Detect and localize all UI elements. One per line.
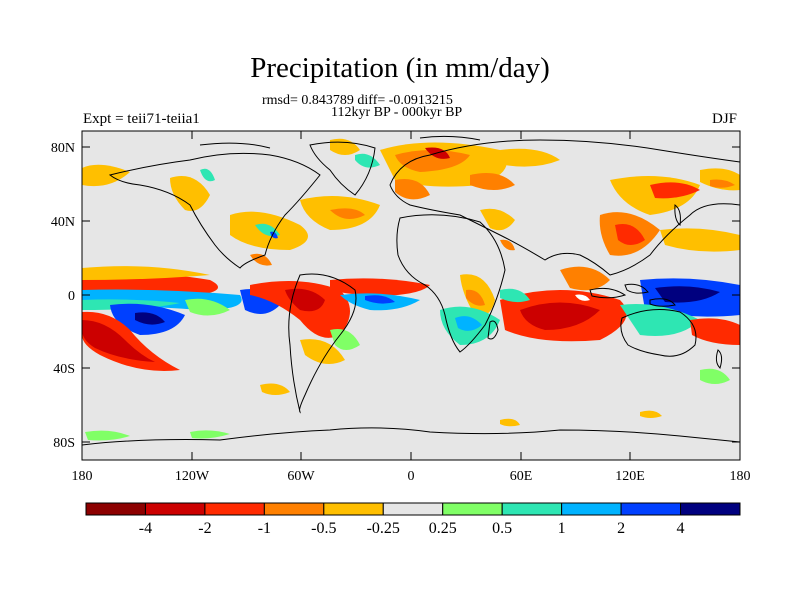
lat-label-40s: 40S	[53, 362, 75, 377]
anomaly-patch	[640, 410, 662, 418]
lon-labels: 180 120W 60W 0 60E 120E 180	[72, 469, 751, 484]
colorbar-swatch	[263, 502, 325, 516]
lat-label-80s: 80S	[53, 436, 75, 451]
colorbar-label: 2	[617, 520, 625, 537]
coastline-eurasia	[389, 139, 740, 276]
anomaly-patch	[260, 383, 290, 395]
anomaly-patch	[82, 320, 155, 362]
coastlines	[82, 135, 740, 446]
colorbar-swatch	[442, 502, 503, 516]
coastline-africa	[396, 214, 506, 353]
coastline-arctic-islands	[199, 135, 481, 149]
colorbar: -4 -2 -1 -0.5 -0.25 0.25 0.5 1 2 4	[85, 502, 741, 537]
anomaly-patch	[480, 208, 515, 231]
anomaly-patch	[170, 176, 210, 211]
lon-label-120e: 120E	[615, 469, 645, 484]
anomaly-patch	[470, 172, 515, 190]
anomaly-patch	[650, 182, 700, 199]
lon-label-60w: 60W	[287, 469, 315, 484]
anomaly-patch	[355, 153, 380, 168]
stats-line: rmsd= 0.843789 diff= -0.0913215	[262, 93, 453, 108]
anomaly-patch	[185, 298, 230, 316]
colorbar-label: -2	[198, 520, 211, 537]
colorbar-label: 0.5	[492, 520, 512, 537]
anomaly-patch	[330, 208, 365, 219]
anomaly-patch	[455, 316, 482, 331]
anomaly-field	[82, 138, 740, 441]
tick-marks	[81, 131, 741, 460]
anomaly-patch	[82, 266, 210, 280]
colorbar-swatch	[144, 502, 206, 516]
anomaly-patch	[330, 329, 360, 350]
anomaly-patch	[660, 228, 740, 252]
anomaly-patch	[700, 368, 730, 384]
colorbar-swatch	[204, 502, 265, 516]
season-label: DJF	[712, 111, 738, 127]
lat-label-eq: 0	[68, 289, 75, 304]
coastline-greenland	[309, 141, 376, 196]
anomaly-patch	[365, 295, 395, 304]
colorbar-label: 0.25	[429, 520, 457, 537]
lon-label-180w: 180	[72, 469, 93, 484]
lon-label-120w: 120W	[175, 469, 210, 484]
anomaly-patch	[135, 312, 165, 325]
anomaly-patch	[200, 168, 215, 182]
lat-labels: 80N 40N 0 40S 80S	[51, 141, 75, 451]
coastline-indonesia	[589, 283, 676, 307]
anomaly-patch	[690, 318, 740, 345]
colorbar-swatch	[561, 502, 622, 516]
colorbar-label: -4	[139, 520, 152, 537]
lat-label-80n: 80N	[51, 141, 75, 156]
colorbar-label: -0.25	[367, 520, 400, 537]
plot-title: Precipitation (in mm/day)	[250, 52, 550, 84]
colorbar-label: 4	[677, 520, 685, 537]
colorbar-swatch	[323, 502, 384, 516]
colorbar-swatch	[85, 502, 146, 516]
anomaly-patch	[500, 288, 530, 303]
anomaly-patch	[250, 253, 272, 266]
lon-label-60e: 60E	[510, 469, 533, 484]
anomaly-patch	[300, 339, 345, 364]
coastline-new-zealand	[715, 349, 723, 369]
anomaly-patch	[655, 286, 720, 303]
anomaly-patch	[520, 302, 600, 330]
anomaly-patch	[395, 150, 470, 172]
colorbar-label: 1	[558, 520, 566, 537]
lat-label-40n: 40N	[51, 215, 75, 230]
lon-label-0: 0	[408, 469, 415, 484]
coastline-south-america	[288, 273, 357, 414]
experiment-label: Expt = teii71-teiia1	[83, 111, 200, 127]
anomaly-patch	[500, 148, 560, 167]
lon-label-180e: 180	[730, 469, 751, 484]
anomaly-patch	[615, 224, 645, 245]
coastline-antarctica	[82, 427, 740, 446]
colorbar-swatch	[501, 502, 563, 516]
colorbar-swatch	[680, 502, 741, 516]
anomaly-patch	[395, 179, 430, 200]
period-label: 112kyr BP - 000kyr BP	[331, 105, 463, 120]
coastline-madagascar	[487, 320, 499, 340]
anomaly-patch	[270, 231, 278, 239]
colorbar-label: -1	[258, 520, 271, 537]
colorbar-label: -0.5	[311, 520, 336, 537]
anomaly-patch	[285, 288, 325, 312]
coastline-north-america	[108, 152, 321, 269]
colorbar-swatch	[620, 502, 682, 516]
colorbar-swatch	[382, 502, 444, 516]
anomaly-patch	[82, 164, 130, 187]
anomaly-patch	[85, 430, 130, 441]
anomaly-patch	[466, 289, 485, 306]
anomaly-patch	[500, 418, 520, 427]
anomaly-patch	[710, 179, 735, 188]
anomaly-patch	[500, 239, 515, 251]
coastline-japan	[674, 204, 681, 226]
anomaly-patch	[190, 430, 230, 439]
coastline-australia	[620, 309, 697, 357]
anomaly-patch	[575, 294, 590, 301]
anomaly-patch	[560, 266, 610, 291]
